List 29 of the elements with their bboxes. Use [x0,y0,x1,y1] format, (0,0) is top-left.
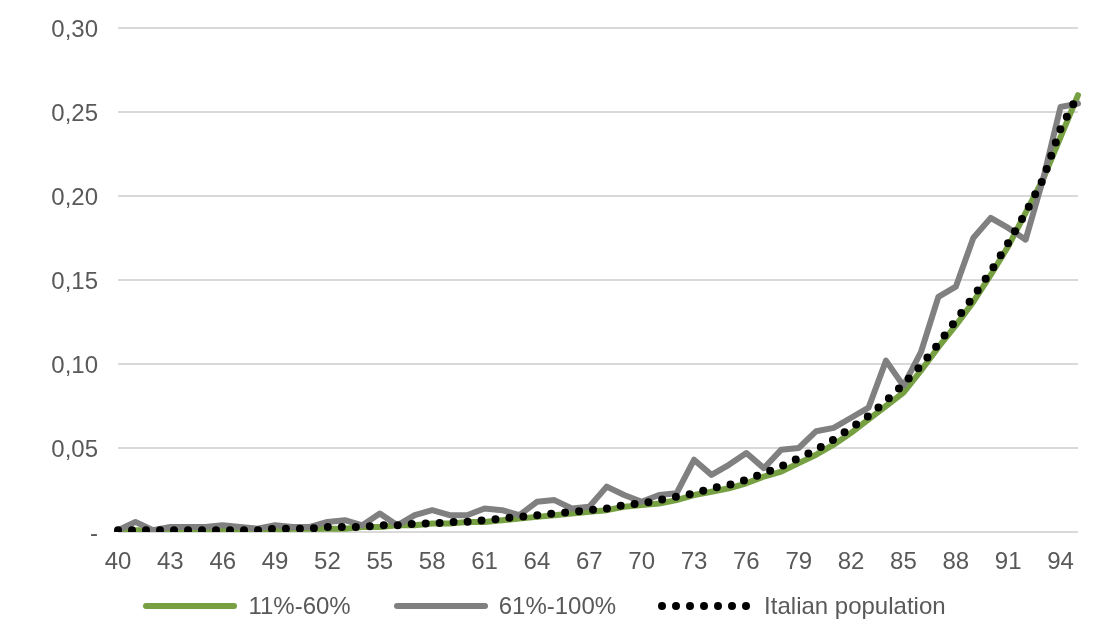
x-tick-label: 91 [994,547,1022,575]
x-tick-label: 64 [523,547,551,575]
x-tick-label: 94 [1047,547,1074,575]
x-tick-label: 82 [837,547,865,575]
x-tick-label: 40 [104,547,132,575]
x-tick-label: 79 [785,547,813,575]
x-tick-label: 67 [575,547,603,575]
x-tick-label: 76 [733,547,760,575]
x-tick-label: 85 [890,547,917,575]
x-tick-label: 73 [680,547,708,575]
x-tick-label: 61 [471,547,498,575]
x-tick-label: 46 [209,547,237,575]
y-tick-label: 0,25 [51,98,98,126]
x-tick-label: 49 [261,547,289,575]
x-tick-label: 58 [418,547,446,575]
legend-label: 61%-100% [498,592,617,620]
x-tick-label: 43 [157,547,184,575]
y-tick-label: - [90,518,98,546]
y-tick-label: 0,30 [51,14,98,42]
x-tick-label: 88 [942,547,970,575]
x-tick-label: 55 [366,547,394,575]
y-tick-label: 0,15 [51,266,98,294]
legend-label: 11%-60% [248,592,351,620]
y-tick-label: 0,05 [51,434,98,462]
x-tick-label: 70 [628,547,655,575]
y-tick-label: 0,20 [51,182,98,210]
y-tick-label: 0,10 [51,350,98,378]
legend-label: Italian population [764,592,946,620]
x-tick-label: 52 [314,547,341,575]
